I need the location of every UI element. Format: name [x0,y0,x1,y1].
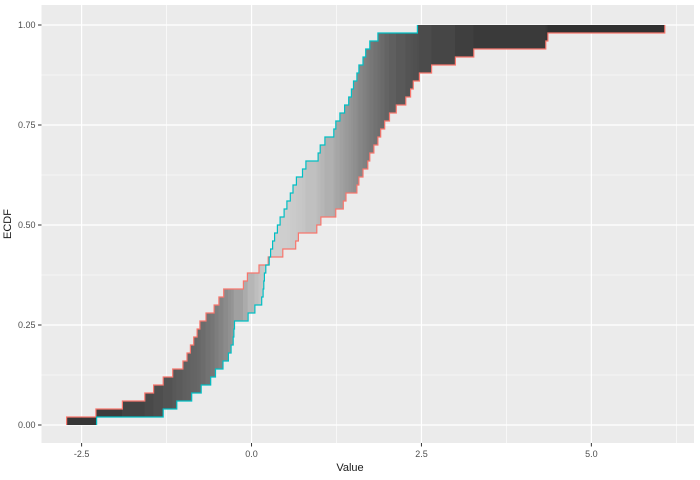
svg-text:5.0: 5.0 [585,449,598,459]
ecdf-line-red [66,25,666,425]
y-axis-tick-labels: 0.00 0.25 0.50 0.75 1.00 [18,20,36,430]
x-axis-title: Value [336,462,364,474]
x-axis-ticks [81,443,592,447]
svg-text:0.50: 0.50 [18,220,36,230]
svg-text:1.00: 1.00 [18,20,36,30]
svg-text:0.25: 0.25 [18,320,36,330]
ecdf-line-cyan [96,25,418,425]
svg-text:0.0: 0.0 [245,449,258,459]
svg-text:0.00: 0.00 [18,420,36,430]
y-axis-title: ECDF [2,209,14,239]
y-axis-ticks [38,24,42,426]
x-axis-tick-labels: -2.5 0.0 2.5 5.0 [74,449,598,459]
major-gridlines [41,5,694,443]
minor-gridlines [41,5,694,443]
svg-text:2.5: 2.5 [415,449,428,459]
svg-text:0.75: 0.75 [18,120,36,130]
ecdf-ribbon [66,25,666,425]
svg-text:-2.5: -2.5 [74,449,90,459]
